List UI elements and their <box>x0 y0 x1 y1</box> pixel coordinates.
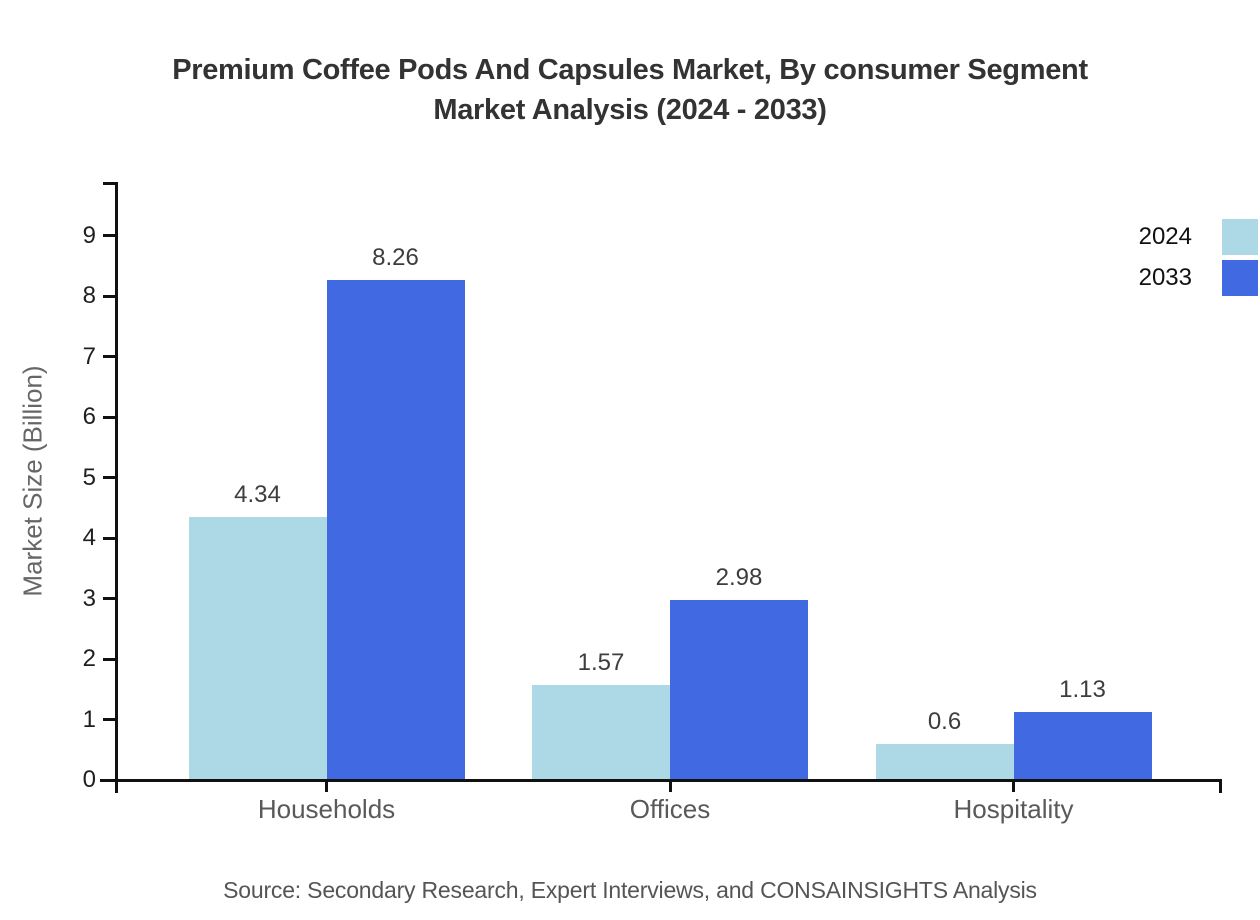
y-tick-mark <box>103 294 116 298</box>
y-tick-mark <box>103 355 116 358</box>
y-tick-mark <box>103 234 116 237</box>
y-tick-mark <box>103 657 116 661</box>
bar-value-label-2024-hospitality: 0.6 <box>927 707 962 735</box>
y-tick-label: 8 <box>82 282 96 309</box>
y-tick-label: 2 <box>82 645 96 672</box>
x-tick-mark <box>1012 781 1015 792</box>
bar-2033-hospitality <box>1013 711 1152 780</box>
y-tick-label: 1 <box>82 705 96 733</box>
x-category-label: Hospitality <box>953 794 1074 824</box>
y-axis-line <box>115 182 118 793</box>
y-tick-label: 4 <box>82 524 96 551</box>
chart-title-line1: Premium Coffee Pods And Capsules Market,… <box>172 54 1088 86</box>
bar-value-label-2033-hospitality: 1.13 <box>1059 675 1106 703</box>
legend-label-2024: 2024 <box>1138 223 1192 250</box>
y-tick-mark <box>103 536 116 540</box>
x-category-label: Offices <box>629 794 711 824</box>
legend-label-2033: 2033 <box>1138 264 1192 291</box>
x-axis-line <box>100 779 1222 782</box>
y-tick-mark <box>103 597 116 600</box>
bar-2024-households <box>188 517 327 780</box>
x-category-label: Households <box>257 794 396 824</box>
chart-title-line2: Market Analysis (2024 - 2033) <box>433 94 827 126</box>
bar-value-label-2024-households: 4.34 <box>234 481 281 509</box>
y-tick-mark <box>103 415 116 419</box>
legend: 2024 2033 <box>1139 219 1258 296</box>
bar-value-label-2033-offices: 2.98 <box>715 563 763 591</box>
y-tick-mark <box>103 718 116 721</box>
bar-2024-offices <box>532 685 670 780</box>
bar-value-label-2033-households: 8.26 <box>372 244 419 272</box>
y-tick-label: 0 <box>82 766 96 793</box>
legend-swatch-2033 <box>1222 260 1258 296</box>
bar-value-label-2024-offices: 1.57 <box>577 649 625 676</box>
legend-item-2033: 2033 <box>1139 260 1258 296</box>
y-tick-label: 5 <box>82 463 96 491</box>
chart-title: Premium Coffee Pods And Capsules Market,… <box>0 50 1260 130</box>
legend-swatch-2024 <box>1222 219 1258 255</box>
y-tick-label: 9 <box>82 221 96 249</box>
y-tick-mark <box>103 476 116 479</box>
bar-2033-households <box>326 280 465 780</box>
source-attribution: Source: Secondary Research, Expert Inter… <box>223 877 1037 903</box>
y-tick-label: 6 <box>82 403 96 430</box>
bar-2024-hospitality <box>875 743 1014 780</box>
y-tick-label: 3 <box>82 584 96 612</box>
bar-2033-offices <box>670 599 808 780</box>
y-tick-label: 7 <box>82 342 96 370</box>
x-tick-mark <box>668 781 672 792</box>
y-axis-end-cap <box>103 182 116 185</box>
legend-item-2024: 2024 <box>1139 219 1258 255</box>
x-tick-mark <box>325 781 328 792</box>
x-axis-end-cap <box>1219 779 1222 793</box>
